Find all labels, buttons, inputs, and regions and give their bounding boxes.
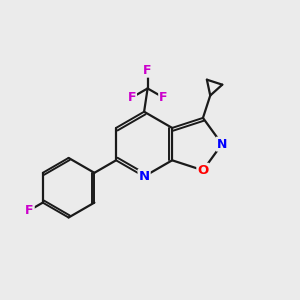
Text: F: F [25, 204, 34, 217]
Text: F: F [143, 64, 152, 77]
Text: F: F [128, 91, 136, 104]
Text: N: N [139, 170, 150, 183]
Text: F: F [159, 91, 168, 104]
Text: O: O [197, 164, 208, 177]
Text: N: N [217, 138, 227, 151]
